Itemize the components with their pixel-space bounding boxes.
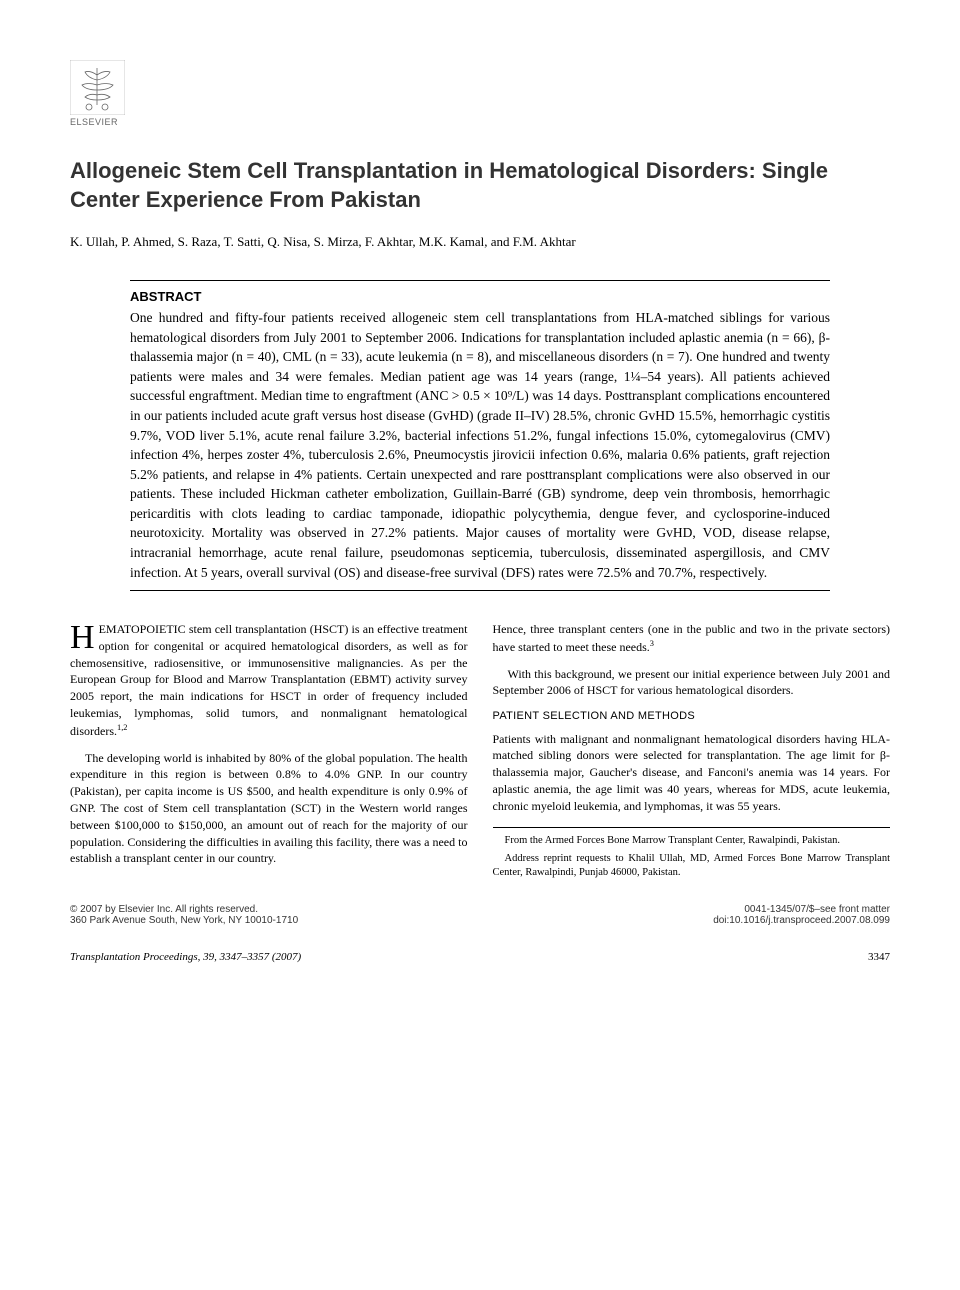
journal-citation: Transplantation Proceedings, 39, 3347–33… (70, 951, 301, 963)
abstract-text: One hundred and fifty-four patients rece… (130, 308, 830, 582)
elsevier-tree-icon (70, 60, 125, 115)
affiliation-from: From the Armed Forces Bone Marrow Transp… (493, 834, 891, 848)
left-column: HEMATOPOIETIC stem cell transplantation … (70, 621, 468, 884)
issn-text: 0041-1345/07/$–see front matter (713, 904, 890, 915)
citation-ref-1[interactable]: 1,2 (117, 723, 127, 732)
right-column: Hence, three transplant centers (one in … (493, 621, 891, 884)
abstract-heading: ABSTRACT (130, 289, 830, 304)
body-paragraph-2: The developing world is inhabited by 80%… (70, 750, 468, 868)
affiliation-block: From the Armed Forces Bone Marrow Transp… (493, 827, 891, 881)
body-paragraph-4: With this background, we present our ini… (493, 666, 891, 700)
abstract-section: ABSTRACT One hundred and fifty-four pati… (130, 280, 830, 591)
publisher-name: ELSEVIER (70, 117, 890, 127)
body-columns: HEMATOPOIETIC stem cell transplantation … (70, 621, 890, 884)
footer-left: © 2007 by Elsevier Inc. All rights reser… (70, 904, 298, 926)
dropcap: H (70, 621, 99, 651)
body-paragraph-3: Hence, three transplant centers (one in … (493, 621, 891, 656)
affiliation-address: Address reprint requests to Khalil Ullah… (493, 852, 891, 880)
citation-ref-3[interactable]: 3 (650, 639, 654, 648)
footer-row: © 2007 by Elsevier Inc. All rights reser… (70, 904, 890, 926)
copyright-text: © 2007 by Elsevier Inc. All rights reser… (70, 904, 298, 915)
intro-paragraph: HEMATOPOIETIC stem cell transplantation … (70, 621, 468, 740)
citation-row: Transplantation Proceedings, 39, 3347–33… (70, 951, 890, 963)
article-title: Allogeneic Stem Cell Transplantation in … (70, 157, 890, 214)
section-heading-methods: PATIENT SELECTION AND METHODS (493, 709, 891, 724)
authors-list: K. Ullah, P. Ahmed, S. Raza, T. Satti, Q… (70, 234, 890, 250)
publisher-logo: ELSEVIER (70, 60, 890, 127)
footer-right: 0041-1345/07/$–see front matter doi:10.1… (713, 904, 890, 926)
page-number: 3347 (868, 951, 890, 963)
intro-text: EMATOPOIETIC stem cell transplantation (… (70, 622, 468, 738)
publisher-address: 360 Park Avenue South, New York, NY 1001… (70, 915, 298, 926)
methods-paragraph: Patients with malignant and nonmalignant… (493, 731, 891, 815)
doi-text[interactable]: doi:10.1016/j.transproceed.2007.08.099 (713, 915, 890, 926)
